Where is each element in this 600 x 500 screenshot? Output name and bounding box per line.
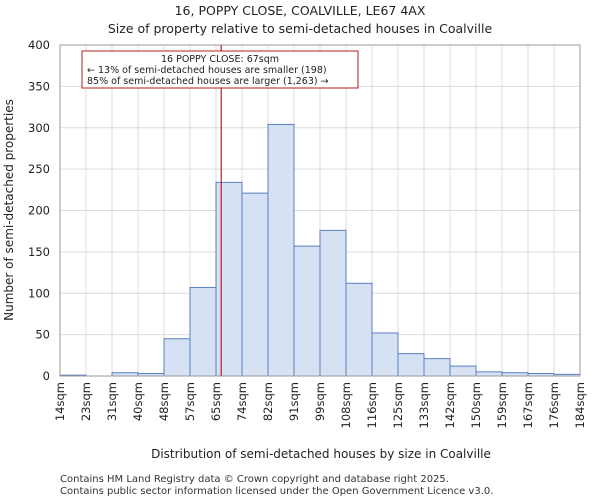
x-tick-label: 150sqm xyxy=(469,382,483,428)
histogram-bar xyxy=(163,338,191,377)
y-tick-label: 250 xyxy=(28,162,50,176)
x-tick-label: 176sqm xyxy=(547,382,561,428)
x-tick-label: 184sqm xyxy=(573,382,587,428)
y-tick-label: 50 xyxy=(35,328,50,342)
x-tick-label: 74sqm xyxy=(235,382,249,421)
x-tick-label: 125sqm xyxy=(391,382,405,428)
x-tick-label: 142sqm xyxy=(443,382,457,428)
x-axis-label: Distribution of semi-detached houses by … xyxy=(151,447,491,461)
x-tick-label: 65sqm xyxy=(209,382,223,421)
chart-subtitle: Size of property relative to semi-detach… xyxy=(108,21,493,36)
histogram-bar xyxy=(371,332,399,377)
y-tick-label: 300 xyxy=(28,121,50,135)
plot-area: 0 50 100 150 200 250 300 350 400 14sqm 23sqm 31sqm 4… xyxy=(28,38,587,428)
y-tick-label: 400 xyxy=(28,38,50,52)
annotation-smaller: ← 13% of semi-detached houses are smalle… xyxy=(87,65,327,76)
x-tick-label: 159sqm xyxy=(495,382,509,428)
x-tick-label: 116sqm xyxy=(365,382,379,428)
x-tick-label: 40sqm xyxy=(131,382,145,421)
histogram-bar xyxy=(241,192,269,377)
histogram-bar xyxy=(475,371,503,377)
y-tick-label: 200 xyxy=(28,204,50,218)
footer-line-2: Contains public sector information licen… xyxy=(60,486,493,497)
x-tick-label: 108sqm xyxy=(339,382,353,428)
y-tick-label: 150 xyxy=(28,245,50,259)
y-tick-label: 0 xyxy=(43,369,50,383)
y-tick-label: 350 xyxy=(28,79,50,93)
histogram-bar xyxy=(397,353,425,377)
x-tick-label: 82sqm xyxy=(261,382,275,421)
x-tick-label: 91sqm xyxy=(287,382,301,421)
histogram-bar xyxy=(423,358,451,377)
x-tick-label: 99sqm xyxy=(313,382,327,421)
x-tick-label: 133sqm xyxy=(417,382,431,428)
y-tick-label: 100 xyxy=(28,286,50,300)
histogram-bar xyxy=(267,123,295,377)
histogram-bar xyxy=(215,181,243,377)
x-tick-label: 31sqm xyxy=(105,382,119,421)
x-tick-label: 57sqm xyxy=(183,382,197,421)
annotation-title: 16 POPPY CLOSE: 67sqm xyxy=(161,54,279,65)
x-tick-label: 48sqm xyxy=(157,382,171,421)
plot-frame xyxy=(59,44,581,377)
histogram-bar xyxy=(293,245,321,377)
chart-title: 16, POPPY CLOSE, COALVILLE, LE67 4AX xyxy=(175,3,426,18)
annotation-box xyxy=(81,50,359,89)
histogram-bar xyxy=(449,365,477,377)
y-axis-label: Number of semi-detached properties xyxy=(2,99,16,321)
x-tick-label: 167sqm xyxy=(521,382,535,428)
footer-line-1: Contains HM Land Registry data © Crown c… xyxy=(60,474,449,485)
histogram-bar xyxy=(345,282,373,377)
annotation-larger: 85% of semi-detached houses are larger (… xyxy=(87,76,329,87)
x-tick-label: 14sqm xyxy=(53,382,67,421)
histogram-bar xyxy=(189,286,217,377)
histogram-bar xyxy=(319,229,347,377)
x-tick-label: 23sqm xyxy=(79,382,93,421)
